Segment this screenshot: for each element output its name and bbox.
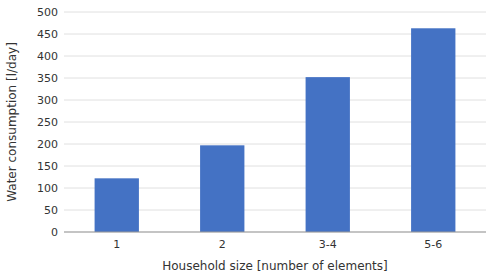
chart-container: 0 50 100 150 200 250 300 350 400 450 500 1 2 3-4 5-6 Ho…	[0, 0, 500, 280]
y-tick-label: 350	[37, 72, 58, 85]
y-axis: 0 50 100 150 200 250 300 350 400 450 500	[37, 6, 58, 239]
x-tick-label: 2	[219, 238, 226, 251]
x-tick-label: 1	[113, 238, 120, 251]
grid-line	[64, 232, 486, 233]
y-axis-label: Water consumption [l/day]	[5, 42, 19, 202]
y-grid	[64, 12, 486, 232]
bar	[411, 28, 455, 232]
bar	[306, 77, 350, 232]
bar	[200, 145, 244, 232]
y-tick-label: 450	[37, 28, 58, 41]
bar	[95, 178, 139, 232]
x-tick-label: 5-6	[424, 238, 442, 251]
bars	[95, 28, 456, 232]
chart-svg: 0 50 100 150 200 250 300 350 400 450 500 1 2 3-4 5-6 Ho…	[0, 0, 500, 280]
y-tick-label: 200	[37, 138, 58, 151]
y-tick-label: 50	[44, 204, 58, 217]
y-tick-label: 100	[37, 182, 58, 195]
y-tick-label: 0	[51, 226, 58, 239]
y-tick-label: 300	[37, 94, 58, 107]
x-axis: 1 2 3-4 5-6	[64, 232, 486, 251]
y-tick-label: 250	[37, 116, 58, 129]
x-tick-label: 3-4	[319, 238, 337, 251]
x-axis-label: Household size [number of elements]	[162, 259, 388, 273]
y-tick-label: 400	[37, 50, 58, 63]
y-tick-label: 500	[37, 6, 58, 19]
grid-line	[64, 12, 486, 13]
x-axis-line	[64, 232, 486, 233]
y-tick-label: 150	[37, 160, 58, 173]
